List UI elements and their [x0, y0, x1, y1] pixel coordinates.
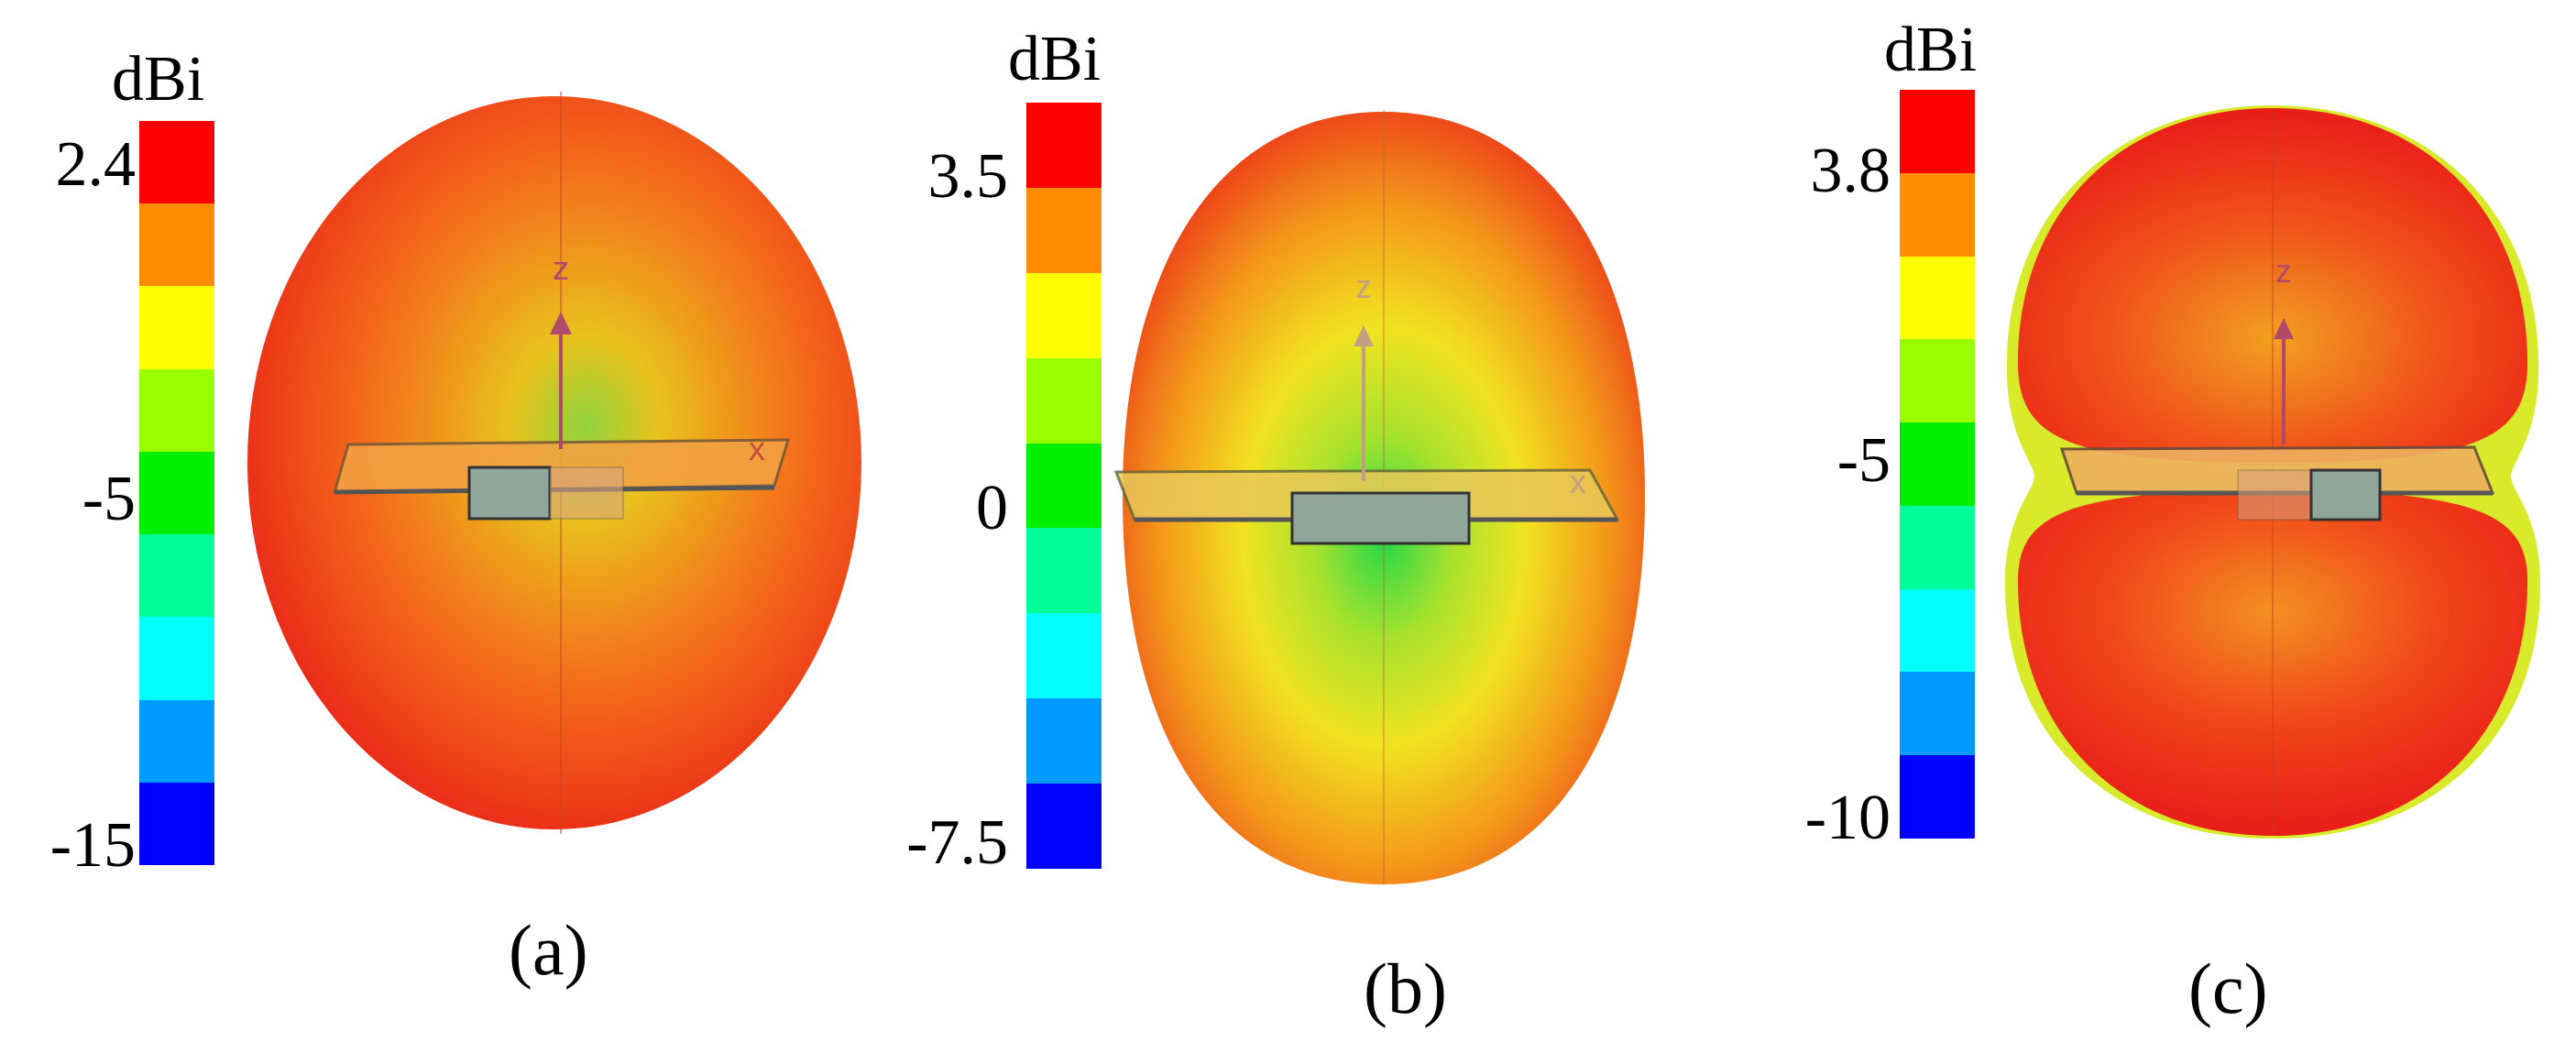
colorbar-tick-min: -7.5: [906, 807, 1008, 878]
panel-caption: (b): [1364, 949, 1447, 1028]
colorbar-tick-max: 3.5: [927, 141, 1009, 212]
antenna-substrate: [332, 438, 791, 494]
colorbar: [1900, 90, 1975, 839]
colorbar-swatch: [1026, 443, 1102, 529]
panel-c: dBi 3.8 -5 -10: [1723, 0, 2576, 1042]
colorbar-swatch: [1900, 422, 1975, 506]
colorbar-tick-max: 3.8: [1810, 136, 1891, 206]
panel-caption: (a): [509, 910, 588, 990]
colorbar-tick-min: -15: [49, 810, 136, 881]
radiation-pattern-c: z: [2004, 105, 2541, 839]
colorbar-swatch: [1900, 90, 1975, 173]
colorbar-swatch: [139, 368, 214, 452]
panel-a: dBi 2.4 -5 -15 z x (a): [0, 0, 861, 1042]
colorbar-swatch: [1026, 187, 1102, 273]
feed-connector: [1290, 491, 1471, 545]
colorbar: [139, 121, 214, 865]
colorbar-swatch: [1026, 698, 1102, 784]
colorbar-swatch: [1900, 172, 1975, 257]
z-axis-arrowhead: [550, 312, 572, 335]
feed-connector: [467, 466, 552, 521]
x-axis-label: x: [749, 430, 765, 467]
colorbar-unit-label: dBi: [1884, 15, 1978, 85]
colorbar-tick-mid: -5: [82, 464, 136, 534]
z-axis-label: z: [553, 249, 569, 287]
colorbar-swatch: [1026, 103, 1102, 188]
colorbar-tick-mid: 0: [976, 473, 1008, 543]
colorbar-swatch: [1900, 505, 1975, 589]
colorbar-swatch: [1026, 613, 1102, 699]
colorbar-tick-min: -10: [1804, 783, 1891, 853]
radiation-pattern-b: z x: [1113, 110, 1645, 884]
z-axis-arrowhead: [1354, 325, 1374, 346]
colorbar-swatch: [1900, 339, 1975, 423]
colorbar-swatch: [139, 699, 214, 783]
feed-connector-shadow: [549, 466, 624, 520]
panel-b: dBi 3.5 0 -7.5 z x (b: [861, 0, 1723, 1042]
colorbar-unit-label: dBi: [1008, 24, 1102, 94]
colorbar-swatch: [1026, 784, 1102, 870]
colorbar-swatch: [139, 534, 214, 618]
colorbar-unit-label: dBi: [112, 44, 205, 115]
colorbar-swatch: [139, 121, 214, 204]
colorbar-swatch: [1900, 755, 1975, 839]
pattern-lobe-lower: [2017, 490, 2528, 836]
colorbar-swatch: [139, 203, 214, 287]
colorbar-swatch: [139, 617, 214, 700]
panel-caption: (c): [2188, 949, 2268, 1028]
z-axis-arrowhead: [2274, 318, 2294, 339]
feed-connector: [2309, 468, 2382, 521]
radiation-pattern-a: z x: [247, 92, 861, 834]
colorbar-swatch: [1900, 588, 1975, 673]
colorbar-swatch: [1026, 528, 1102, 614]
z-axis-label: z: [1355, 268, 1372, 305]
colorbar: [1026, 103, 1102, 870]
colorbar-tick-max: 2.4: [55, 129, 137, 200]
colorbar-tick-mid: -5: [1836, 425, 1891, 496]
colorbar-swatch: [1900, 256, 1975, 340]
pattern-lobe-upper: [2017, 108, 2528, 463]
x-axis-label: x: [1570, 463, 1586, 500]
colorbar-swatch: [1026, 272, 1102, 358]
colorbar-swatch: [139, 782, 214, 865]
colorbar-swatch: [1900, 672, 1975, 756]
colorbar-swatch: [139, 451, 214, 535]
colorbar-swatch: [139, 286, 214, 369]
colorbar-swatch: [1026, 357, 1102, 444]
z-axis-label: z: [2275, 252, 2292, 290]
